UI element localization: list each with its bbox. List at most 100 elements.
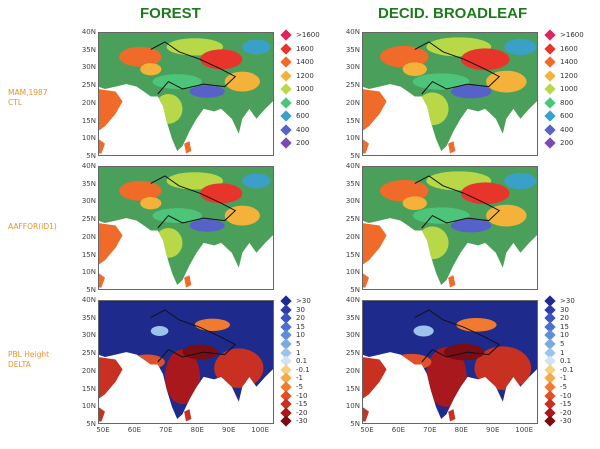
legend-swatch (544, 110, 556, 122)
land-fragment (98, 406, 105, 422)
contour-region (504, 172, 537, 190)
legend-item: >30 (280, 295, 311, 307)
legend-swatch (280, 110, 292, 122)
lon-tick-label: 80E (454, 426, 468, 434)
lat-tick-label: 40N (345, 28, 360, 36)
land-fragment (98, 89, 123, 132)
legend-swatch (280, 83, 292, 95)
column-title-forest: FOREST (140, 5, 201, 22)
lat-tick-label: 15N (345, 250, 360, 259)
field-contours (101, 38, 271, 124)
legend-label: 0.1 (560, 357, 572, 366)
contour-region (224, 71, 260, 92)
legend-swatch (280, 29, 292, 41)
legend-swatch (544, 56, 556, 68)
legend-item: -30 (544, 415, 571, 428)
legend-label: 1 (296, 348, 301, 357)
map-canvas (362, 300, 538, 424)
legend-item: 1400 (544, 56, 578, 68)
lat-tick-label: 25N (81, 81, 96, 90)
legend-swatch (544, 29, 556, 41)
lat-tick-label: 5N (86, 420, 96, 428)
legend-label: 600 (296, 112, 310, 120)
legend-item: 400 (544, 123, 574, 136)
legend-item: -10 (544, 389, 572, 402)
map-canvas (98, 166, 274, 290)
legend-item: 20 (280, 312, 305, 324)
lat-tick-label: 10N (81, 402, 96, 411)
lat-tick-label: 15N (345, 116, 360, 125)
lat-tick-label: 20N (81, 366, 96, 375)
lat-tick-label: 30N (81, 197, 96, 206)
land-fragment (98, 357, 123, 400)
map-panel-ctl-forest: 40N 35N 30N 25N 20N 15N 10N 5N (82, 28, 274, 160)
lat-tick-label: 25N (345, 81, 360, 90)
lon-tick-label: 100E (515, 426, 534, 434)
legend-label: 1200 (560, 71, 578, 80)
legend-item: -15 (280, 398, 308, 410)
map-panel-aaffor-decid: 40N 35N 30N 25N 20N 15N 10N 5N (346, 162, 538, 294)
legend-label: 5 (560, 340, 565, 348)
legend-item: 1 (280, 346, 301, 359)
lat-tick-label: 30N (81, 331, 96, 340)
legend-item: 800 (544, 96, 573, 109)
legend-swatch (544, 69, 556, 82)
legend-swatch (544, 415, 556, 428)
contour-region (413, 325, 434, 337)
lat-tick-label: 15N (81, 116, 96, 125)
legend-item: 5 (544, 338, 565, 350)
legend-label: 400 (296, 125, 310, 134)
country-border (414, 41, 501, 95)
legend-item: 5 (280, 338, 300, 350)
legend-item: 1000 (544, 83, 578, 95)
legend-swatch (280, 96, 292, 109)
contour-region (402, 196, 427, 211)
legend-label: 200 (296, 139, 310, 147)
map-canvas (362, 166, 538, 290)
row-label-aaffor: AAFFOR(ID1) (8, 222, 57, 231)
lat-tick-label: 40N (345, 296, 360, 304)
contour-region (460, 182, 510, 205)
land-fragment (362, 357, 387, 400)
contour-region (166, 172, 223, 190)
lat-tick-label: 20N (81, 232, 96, 241)
legend-item: -0.1 (544, 364, 574, 376)
legend-label: 30 (296, 305, 305, 314)
legend-swatch (280, 123, 292, 136)
legend-label: 0.1 (296, 357, 308, 366)
land-fragment (98, 223, 123, 266)
land-fragment (98, 272, 105, 288)
contour-region (119, 180, 162, 201)
lat-tick-label: 30N (345, 197, 360, 206)
map-panel-pbl-decid: 40N 35N 30N 25N 20N 15N 10N 5N 50E 60E 70E 80E 90E 10… (346, 296, 538, 434)
legend-swatch (280, 69, 292, 82)
contour-region (194, 318, 230, 331)
legend-label: -15 (296, 400, 308, 409)
contour-region (504, 38, 537, 56)
legend-item: >1600 (544, 29, 584, 41)
map-frame (98, 166, 274, 290)
legend-label: 1400 (296, 58, 314, 66)
lat-tick-label: 15N (81, 384, 96, 393)
map-panel-aaffor-forest: 40N 35N 30N 25N 20N 15N 10N 5N (82, 162, 274, 294)
map-canvas (98, 300, 274, 424)
legend-label: -10 (560, 391, 572, 400)
contour-region (189, 219, 225, 232)
lat-tick-label: 30N (81, 63, 96, 72)
legend-label: -1 (560, 374, 567, 383)
legend-item: 1 (544, 346, 564, 359)
lat-tick-label: 5N (86, 152, 96, 160)
map-canvas (98, 32, 274, 156)
contour-region (166, 38, 223, 56)
lat-tick-label: 20N (345, 232, 360, 241)
legend-item: 400 (280, 123, 310, 136)
lat-tick-label: 35N (81, 179, 96, 188)
legend-item: 600 (544, 110, 573, 122)
legend-label: 800 (296, 98, 310, 107)
legend-label: 400 (560, 125, 574, 134)
contour-region (214, 348, 264, 389)
legend-label: 1400 (560, 58, 578, 66)
contour-region (486, 204, 527, 227)
country-border (150, 41, 237, 95)
contour-region (412, 73, 470, 90)
